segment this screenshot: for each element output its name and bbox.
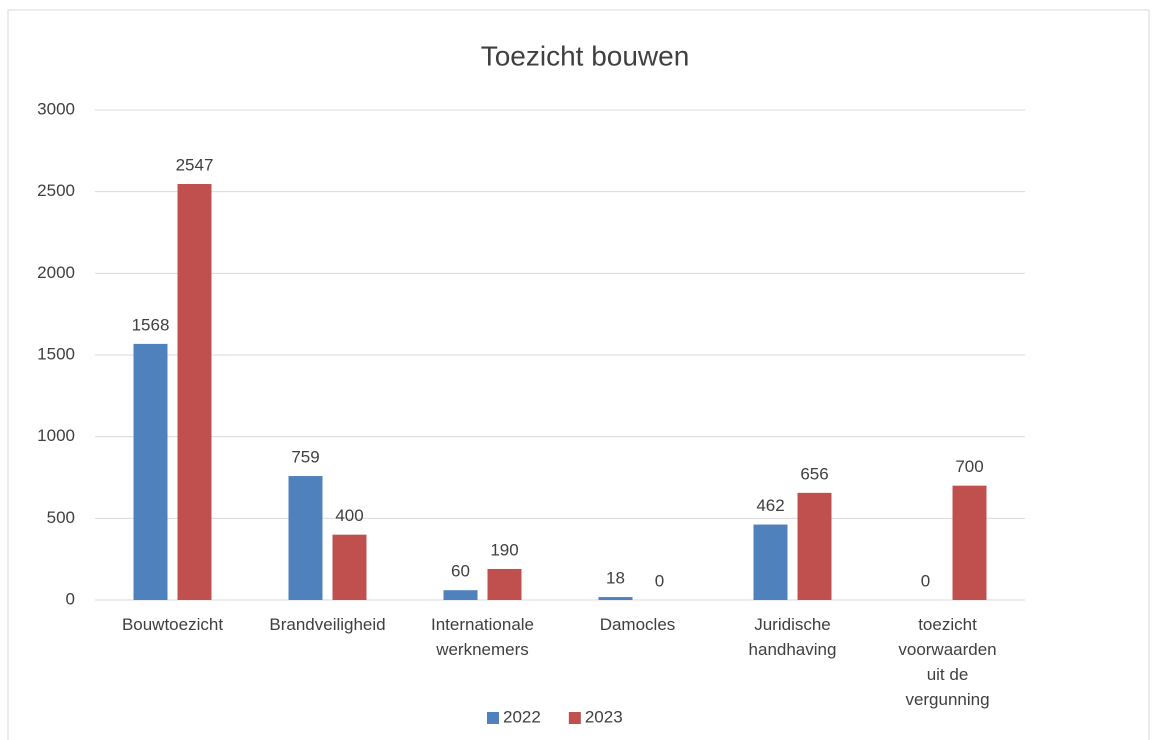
bar bbox=[487, 568, 522, 600]
legend-label: 2023 bbox=[585, 707, 623, 726]
bar bbox=[797, 492, 832, 600]
y-tick-label: 1500 bbox=[37, 344, 75, 363]
x-tick-label: Brandveiligheid bbox=[269, 615, 386, 634]
chart-border bbox=[7, 9, 1150, 740]
x-tick-label: toezicht voorwaarden uit de vergunning bbox=[898, 615, 997, 709]
x-tick-label: Juridische handhaving bbox=[748, 615, 837, 659]
data-label: 656 bbox=[800, 464, 828, 483]
y-tick-label: 2500 bbox=[37, 181, 75, 200]
y-tick-label: 1000 bbox=[37, 426, 75, 445]
data-label: 462 bbox=[756, 496, 784, 515]
data-label: 190 bbox=[490, 540, 518, 559]
bar bbox=[598, 597, 633, 600]
data-label: 400 bbox=[335, 506, 363, 525]
bar bbox=[332, 534, 367, 600]
y-tick-label: 3000 bbox=[37, 99, 75, 118]
bar bbox=[753, 524, 788, 600]
x-tick-label: Bouwtoezicht bbox=[121, 615, 224, 634]
data-label: 759 bbox=[291, 448, 319, 467]
y-tick-label: 500 bbox=[47, 508, 75, 527]
data-label: 0 bbox=[655, 571, 664, 590]
data-label: 18 bbox=[606, 569, 625, 588]
data-label: 60 bbox=[451, 562, 470, 581]
data-label: 1568 bbox=[132, 315, 170, 334]
y-tick-label: 0 bbox=[66, 589, 75, 608]
legend-swatch bbox=[568, 712, 581, 724]
chart-title: Toezicht bouwen bbox=[481, 40, 690, 71]
y-tick-label: 2000 bbox=[37, 263, 75, 282]
bar bbox=[952, 485, 987, 600]
data-label: 0 bbox=[921, 571, 930, 590]
data-label: 2547 bbox=[176, 155, 214, 174]
x-tick-label: Damocles bbox=[599, 615, 676, 634]
data-label: 700 bbox=[955, 457, 983, 476]
legend-swatch bbox=[487, 712, 499, 724]
bar bbox=[443, 590, 478, 600]
bar bbox=[288, 476, 323, 600]
bar bbox=[133, 343, 168, 600]
legend-label: 2022 bbox=[503, 707, 541, 726]
bar bbox=[177, 183, 212, 601]
x-tick-label: Internationale werknemers bbox=[430, 615, 535, 659]
